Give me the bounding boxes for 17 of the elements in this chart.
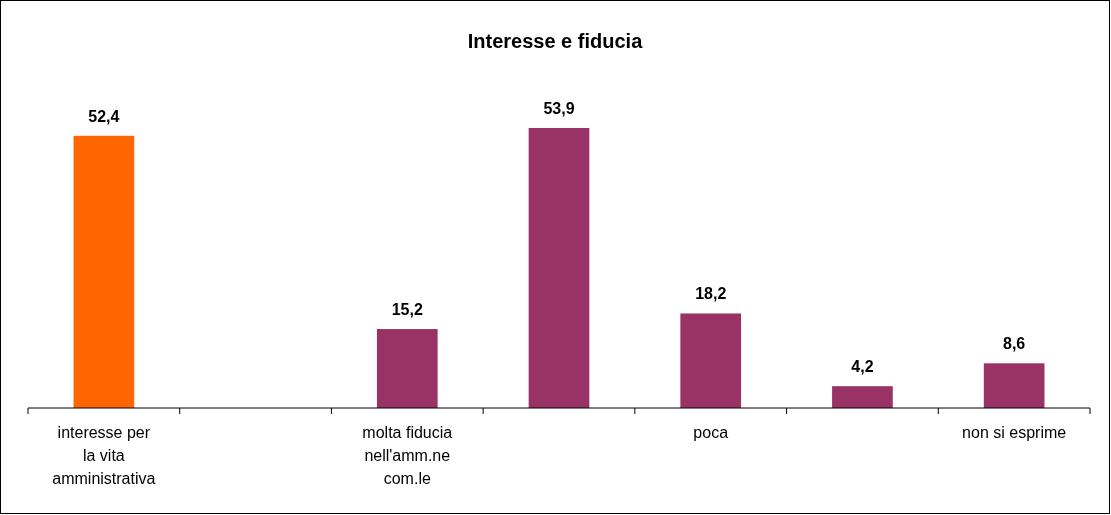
- bar: [376, 329, 438, 408]
- x-tick-label: molta fiducia nell'amm.ne com.le: [362, 424, 453, 487]
- bar: [73, 135, 135, 408]
- data-label: 8,6: [1003, 335, 1026, 353]
- data-label: 15,2: [391, 301, 423, 319]
- x-tick-label: poca: [693, 424, 729, 441]
- data-label: 52,4: [88, 107, 120, 125]
- x-tick-label: interesse per la vita amministrativa: [52, 424, 156, 487]
- bar: [983, 363, 1045, 408]
- data-label: 53,9: [543, 100, 575, 117]
- bar: [528, 128, 590, 408]
- data-label: 4,2: [851, 358, 874, 376]
- bar: [832, 386, 893, 408]
- x-tick-label: non si esprime: [962, 424, 1067, 441]
- chart-title: Interesse e fiducia: [467, 30, 644, 52]
- data-label: 18,2: [695, 285, 727, 303]
- bar: [680, 313, 742, 408]
